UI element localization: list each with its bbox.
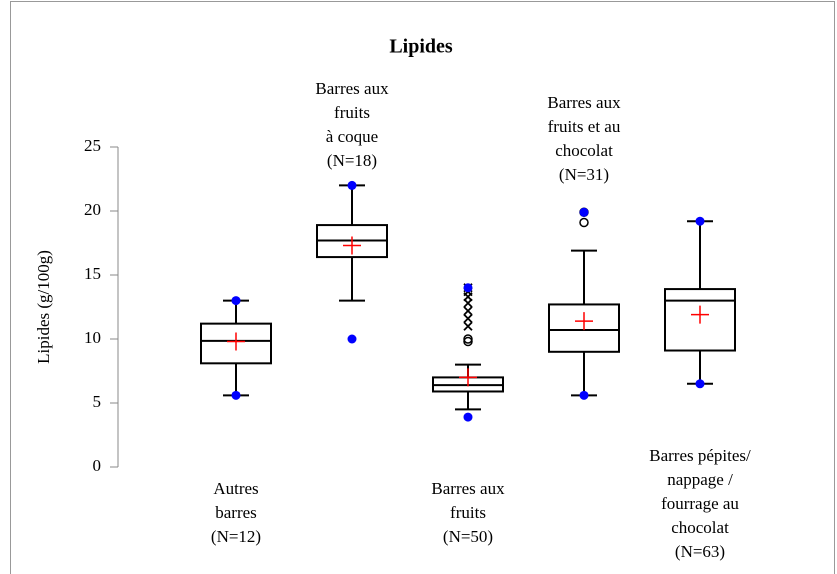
extreme-max: [347, 180, 357, 190]
category-label: (N=50): [443, 527, 493, 546]
y-tick-label: 20: [84, 200, 101, 219]
y-tick-label: 25: [84, 136, 101, 155]
category-label: (N=63): [675, 542, 725, 561]
y-tick-label: 10: [84, 328, 101, 347]
category-label: Barres aux: [431, 479, 505, 498]
category-label: barres: [215, 503, 257, 522]
y-tick-label: 5: [93, 392, 102, 411]
mean: [691, 305, 709, 324]
y-tick-label: 15: [84, 264, 101, 283]
extreme-max: [463, 283, 473, 293]
category-label: (N=31): [559, 165, 609, 184]
mean: [459, 368, 477, 387]
extreme-max: [579, 207, 589, 217]
box: [200, 322, 272, 365]
category-label: Autres: [213, 479, 258, 498]
chart-title: Lipides: [389, 36, 453, 58]
extreme-max: [231, 296, 241, 306]
category-label: chocolat: [671, 518, 729, 537]
category-label: Barres pépites/: [649, 446, 751, 465]
outlier: [463, 313, 473, 324]
outlier: [463, 321, 473, 331]
extreme-min: [347, 334, 357, 344]
box: [548, 303, 620, 353]
category-label: à coque: [326, 127, 378, 146]
category-label: Barres aux: [547, 93, 621, 112]
category-label: fourrage au: [661, 494, 739, 513]
outlier: [463, 306, 473, 316]
chart-frame: [10, 1, 835, 574]
extreme-min: [463, 412, 473, 422]
y-axis-label: Lipides (g/100g): [34, 250, 53, 364]
y-tick-label: 0: [93, 456, 102, 475]
mean: [227, 332, 245, 351]
category-label: (N=12): [211, 527, 261, 546]
box: [664, 288, 736, 352]
category-label: fruits: [450, 503, 486, 522]
outlier: [463, 334, 473, 344]
extreme-min: [231, 390, 241, 400]
outlier: [579, 217, 589, 228]
extreme-max: [695, 216, 705, 226]
category-label: Barres aux: [315, 79, 389, 98]
category-label: chocolat: [555, 141, 613, 160]
category-label: (N=18): [327, 151, 377, 170]
mean: [343, 236, 361, 255]
category-label: fruits: [334, 103, 370, 122]
extreme-min: [579, 390, 589, 400]
extreme-min: [695, 379, 705, 389]
category-label: fruits et au: [548, 117, 621, 136]
mean: [575, 312, 593, 331]
category-label: nappage /: [667, 470, 733, 489]
